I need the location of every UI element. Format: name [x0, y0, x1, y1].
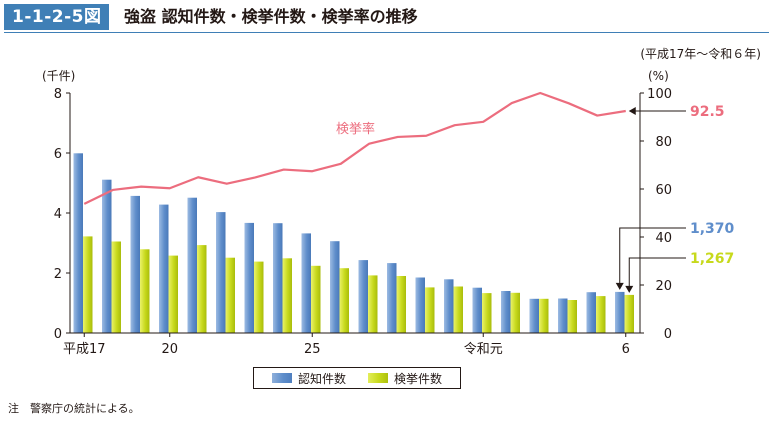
legend-swatch-recognized — [271, 373, 292, 383]
title-rule — [4, 32, 769, 33]
bar-cleared — [168, 255, 178, 333]
bar-cleared — [510, 292, 520, 333]
x-tick-label: 平成17 — [63, 342, 106, 357]
right-tick-label: 40 — [655, 231, 672, 246]
x-tick-label: 令和元 — [464, 342, 503, 357]
bar-cleared — [111, 241, 121, 333]
bar-cleared — [140, 249, 150, 333]
bar-recognized — [615, 291, 625, 333]
x-tick-label: 6 — [622, 342, 630, 357]
right-axis-label: (%) — [648, 69, 669, 83]
bar-recognized — [102, 179, 112, 333]
legend: 認知件数 検挙件数 — [253, 367, 461, 389]
bar-recognized — [586, 292, 596, 333]
bar-cleared — [596, 296, 606, 333]
annotations-group: 92.5 1,370 1,267 — [615, 104, 735, 293]
bar-cleared — [83, 236, 93, 333]
bar-recognized — [330, 241, 340, 333]
bar-recognized — [558, 298, 568, 333]
bar-recognized — [387, 263, 397, 333]
bar-recognized — [159, 204, 169, 333]
left-tick-label: 4 — [54, 207, 62, 222]
left-axis-label: (千件) — [42, 69, 75, 83]
bar-cleared — [339, 268, 349, 333]
right-axis: (%) 0 20 40 60 80 100 — [639, 69, 672, 342]
cleared-end-value: 1,267 — [690, 251, 734, 267]
right-tick-label: 80 — [655, 135, 672, 150]
bar-recognized — [273, 223, 283, 333]
x-tick-label: 20 — [161, 342, 178, 357]
bar-cleared — [482, 293, 492, 333]
figure-title: 強盗 認知件数・検挙件数・検挙率の推移 — [124, 7, 418, 26]
rate-end-value: 92.5 — [690, 104, 725, 120]
title-bar: 1-1-2-5図 強盗 認知件数・検挙件数・検挙率の推移 — [0, 0, 773, 34]
source-note: 注 警察庁の統計による。 — [8, 402, 140, 415]
bar-cleared — [254, 261, 264, 333]
legend-item-cleared: 検挙件数 — [368, 370, 442, 387]
cleared-pointer-arrow — [625, 285, 634, 293]
rate-line-label: 検挙率 — [336, 121, 375, 137]
right-tick-label: 60 — [655, 183, 672, 198]
bar-recognized — [501, 291, 511, 333]
left-tick-label: 2 — [54, 267, 62, 282]
bar-recognized — [187, 197, 197, 333]
bar-cleared — [368, 275, 378, 333]
bar-cleared — [282, 258, 292, 333]
bar-cleared — [453, 286, 463, 333]
bar-recognized — [444, 279, 454, 333]
bar-cleared — [396, 276, 406, 333]
bar-cleared — [311, 265, 321, 333]
x-axis: 平成17 20 25 令和元 6 — [63, 332, 640, 357]
bar-recognized — [244, 222, 254, 333]
x-tick-label: 25 — [304, 342, 321, 357]
cleared-pointer-line — [628, 257, 686, 291]
right-tick-label: 20 — [655, 279, 672, 294]
bar-cleared — [624, 294, 634, 333]
left-axis: (千件) 0 2 4 6 8 — [42, 69, 75, 342]
recognized-pointer-line — [619, 227, 686, 288]
bar-cleared — [425, 287, 435, 333]
bar-recognized — [216, 212, 226, 333]
rate-line — [83, 91, 626, 205]
left-tick-label: 6 — [54, 147, 62, 162]
legend-label-recognized: 認知件数 — [297, 371, 346, 386]
right-tick-label: 100 — [647, 87, 672, 102]
bar-cleared — [225, 257, 235, 333]
left-tick-label: 8 — [54, 87, 62, 102]
bar-recognized — [358, 260, 368, 333]
bar-recognized — [415, 277, 425, 333]
recognized-end-value: 1,370 — [690, 221, 735, 237]
bar-recognized — [130, 195, 140, 333]
rate-pointer-arrow — [628, 107, 636, 115]
bars-group — [73, 153, 634, 333]
bar-recognized — [529, 298, 539, 333]
recognized-pointer-arrow — [615, 282, 624, 290]
bar-recognized — [301, 233, 311, 333]
legend-label-cleared: 検挙件数 — [394, 371, 443, 386]
legend-swatch-cleared — [368, 373, 388, 383]
right-tick-label: 0 — [664, 327, 672, 342]
bar-recognized — [73, 153, 83, 333]
figure-number: 1-1-2-5図 — [4, 4, 110, 30]
bar-recognized — [472, 287, 482, 333]
bar-cleared — [539, 298, 549, 333]
legend-item-recognized: 認知件数 — [271, 370, 346, 387]
bar-cleared — [197, 245, 207, 333]
left-tick-label: 0 — [54, 327, 62, 342]
period-label: (平成17年〜令和６年) — [640, 47, 761, 61]
rate-line-group: 検挙率 — [83, 91, 626, 205]
bar-cleared — [567, 300, 577, 333]
